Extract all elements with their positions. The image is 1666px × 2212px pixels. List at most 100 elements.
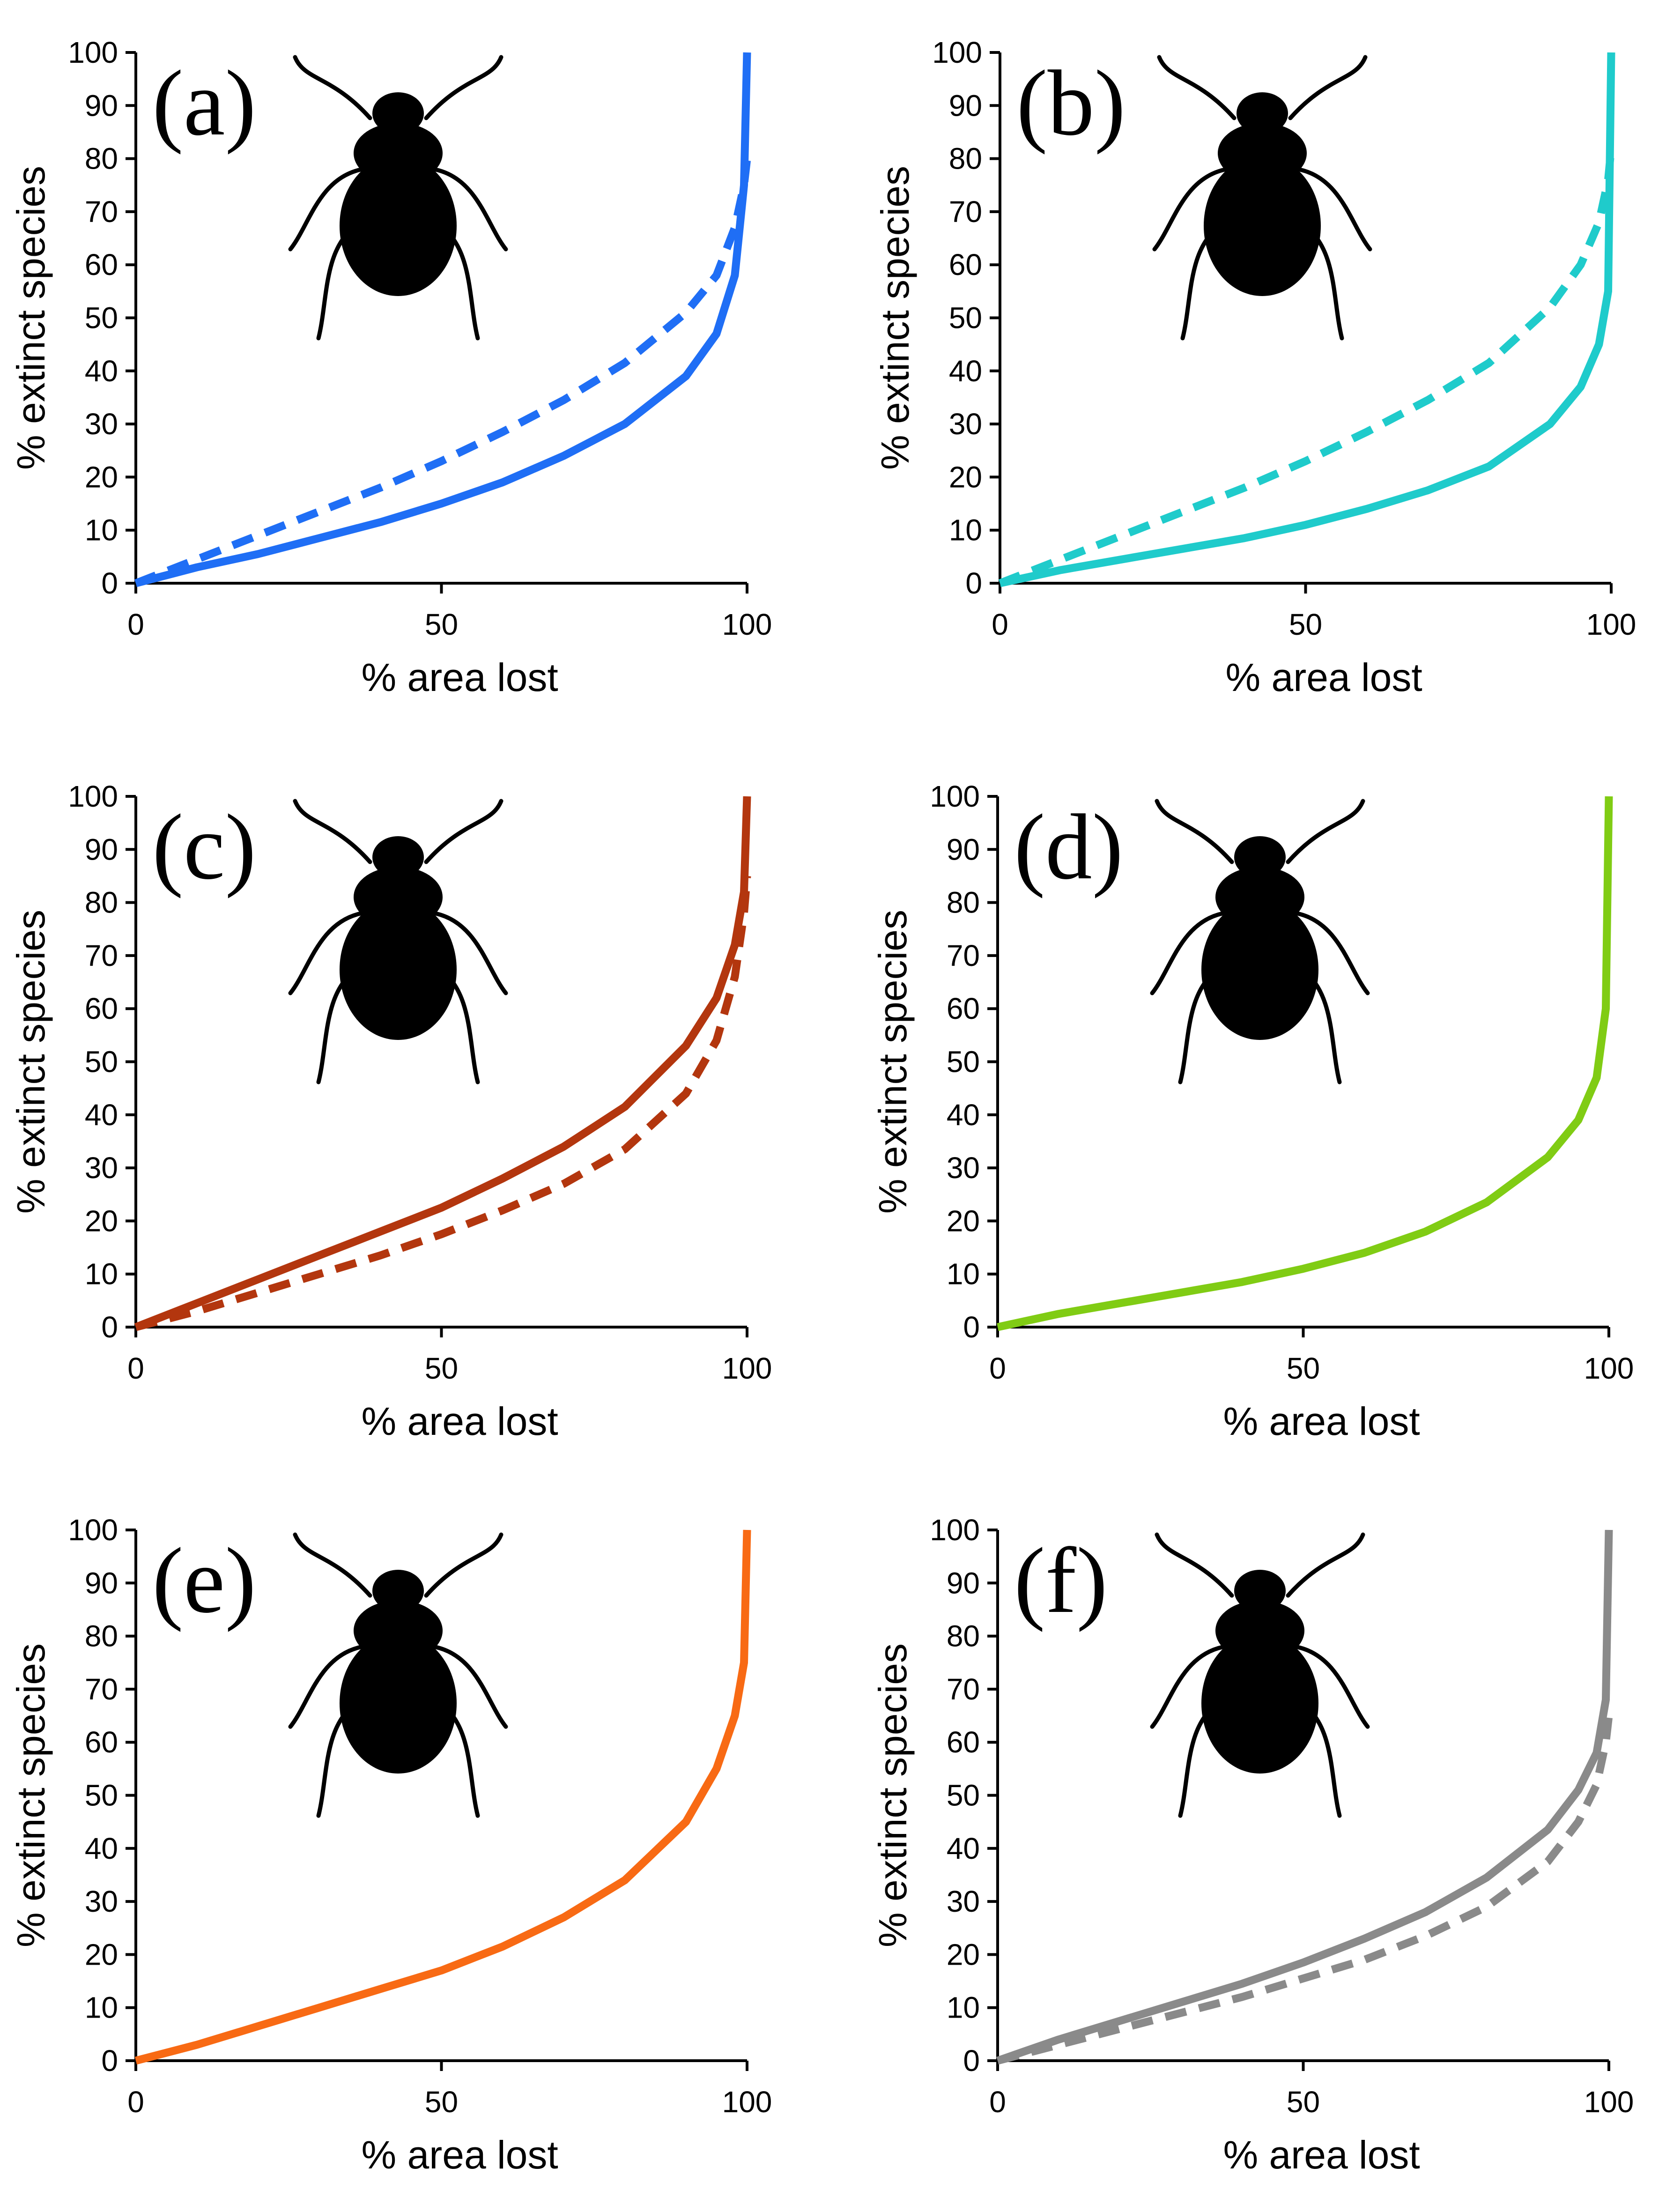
panel-letter: (a) [152, 52, 256, 155]
y-tick-label: 60 [947, 992, 980, 1025]
ground-beetle-icon [288, 55, 508, 341]
y-tick-label: 30 [85, 1885, 118, 1918]
x-tick-label: 0 [127, 1351, 144, 1385]
y-tick-label: 10 [85, 1991, 118, 2025]
y-tick-label: 70 [85, 195, 118, 229]
series-line-solid [134, 1529, 751, 2065]
y-tick-label: 90 [947, 1566, 980, 1600]
chart-panel-e: 0 10 20 30 40 50 60 70 80 90 100 0 50 100 % area lost%… [9, 1513, 772, 2177]
x-tick-label: 100 [1584, 1351, 1634, 1385]
dung-beetle-icon [288, 799, 508, 1084]
x-tick-label: 0 [127, 2085, 144, 2119]
y-tick-label: 10 [947, 1257, 980, 1291]
y-tick-label: 70 [85, 1672, 118, 1706]
y-tick-label: 40 [85, 1098, 118, 1132]
y-tick-label: 80 [947, 886, 980, 920]
panel-letter: (d) [1014, 795, 1123, 899]
series-line-dashed [998, 148, 1615, 587]
click-beetle-icon [1150, 799, 1370, 1084]
x-tick-label: 100 [722, 608, 772, 641]
y-axis-title: % extinct species [871, 1643, 915, 1947]
y-tick-label: 50 [947, 1045, 980, 1079]
y-axis-title: % extinct species [9, 910, 53, 1214]
y-tick-label: 90 [85, 1566, 118, 1600]
chart-panel-f: 0 10 20 30 40 50 60 70 80 90 100 0 50 100 % area lost%… [871, 1513, 1634, 2177]
y-tick-label: 70 [947, 1672, 980, 1706]
series-line-dashed [134, 158, 751, 587]
y-tick-label: 70 [85, 939, 118, 972]
y-tick-label: 0 [963, 1310, 980, 1344]
x-tick-label: 50 [425, 608, 458, 641]
y-tick-label: 40 [949, 354, 982, 388]
y-tick-label: 80 [947, 1619, 980, 1653]
x-axis-title: % area lost [362, 655, 558, 699]
x-axis-title: % area lost [1226, 655, 1422, 699]
x-tick-label: 0 [992, 608, 1008, 641]
x-tick-label: 50 [1289, 608, 1322, 641]
y-tick-label: 80 [85, 886, 118, 920]
chart-panel-c: 0 10 20 30 40 50 60 70 80 90 100 0 50 100 % area lost%… [9, 779, 772, 1443]
y-tick-label: 50 [85, 1779, 118, 1812]
series-line-solid [997, 796, 1613, 1331]
y-tick-label: 40 [947, 1098, 980, 1132]
y-tick-label: 20 [947, 1937, 980, 1971]
scarab-beetle-icon [288, 1532, 508, 1818]
x-axis-title: % area lost [362, 2133, 558, 2177]
x-tick-label: 0 [127, 608, 144, 641]
y-axis-title: % extinct species [9, 166, 53, 470]
panel-letter: (f) [1014, 1529, 1108, 1633]
y-tick-label: 30 [85, 407, 118, 441]
x-tick-label: 0 [989, 1351, 1006, 1385]
y-tick-label: 90 [949, 89, 982, 122]
y-tick-label: 70 [949, 195, 982, 229]
y-tick-label: 60 [85, 1725, 118, 1759]
y-tick-label: 80 [949, 142, 982, 176]
y-tick-label: 90 [85, 832, 118, 866]
y-tick-label: 50 [85, 301, 118, 335]
chart-panel-b: 0 10 20 30 40 50 60 70 80 90 100 0 50 100 % area lost%… [873, 36, 1636, 699]
y-tick-label: 80 [85, 1619, 118, 1653]
y-tick-label: 30 [949, 407, 982, 441]
y-tick-label: 100 [930, 779, 980, 813]
y-tick-label: 30 [947, 1151, 980, 1185]
y-tick-label: 20 [949, 460, 982, 494]
x-axis-title: % area lost [362, 1399, 558, 1443]
chart-panel-a: 0 10 20 30 40 50 60 70 80 90 100 0 50 100 % area lost%… [9, 36, 772, 699]
x-axis-title: % area lost [1223, 1399, 1420, 1443]
y-tick-label: 30 [85, 1151, 118, 1185]
y-tick-label: 50 [85, 1045, 118, 1079]
y-tick-label: 20 [85, 460, 118, 494]
y-tick-label: 10 [949, 513, 982, 547]
y-tick-label: 70 [947, 939, 980, 972]
y-tick-label: 100 [68, 1513, 118, 1547]
y-tick-label: 100 [68, 36, 118, 69]
x-axis-title: % area lost [1223, 2133, 1420, 2177]
y-tick-label: 80 [85, 142, 118, 176]
y-tick-label: 40 [947, 1832, 980, 1865]
y-tick-label: 50 [949, 301, 982, 335]
y-tick-label: 0 [101, 566, 118, 600]
y-tick-label: 0 [965, 566, 982, 600]
series-line-solid [134, 52, 751, 587]
y-tick-label: 100 [930, 1513, 980, 1547]
y-tick-label: 20 [85, 1937, 118, 1971]
y-tick-label: 20 [85, 1204, 118, 1238]
y-tick-label: 90 [85, 89, 118, 122]
y-tick-label: 100 [932, 36, 982, 69]
x-tick-label: 0 [989, 2085, 1006, 2119]
y-axis-title: % extinct species [9, 1643, 53, 1947]
x-tick-label: 50 [1287, 1351, 1320, 1385]
panel-letter: (e) [152, 1529, 256, 1633]
x-tick-label: 50 [425, 2085, 458, 2119]
long-legged-beetle-icon [1150, 1532, 1370, 1818]
panel-letter: (c) [152, 795, 256, 899]
y-tick-label: 30 [947, 1885, 980, 1918]
chart-panel-d: 0 10 20 30 40 50 60 70 80 90 100 0 50 100 % area lost%… [871, 779, 1634, 1443]
y-tick-label: 0 [101, 1310, 118, 1344]
series-line-dashed [996, 1715, 1613, 2065]
y-tick-label: 100 [68, 779, 118, 813]
y-tick-label: 10 [947, 1991, 980, 2025]
y-tick-label: 60 [85, 248, 118, 282]
series-line-solid [134, 796, 751, 1331]
